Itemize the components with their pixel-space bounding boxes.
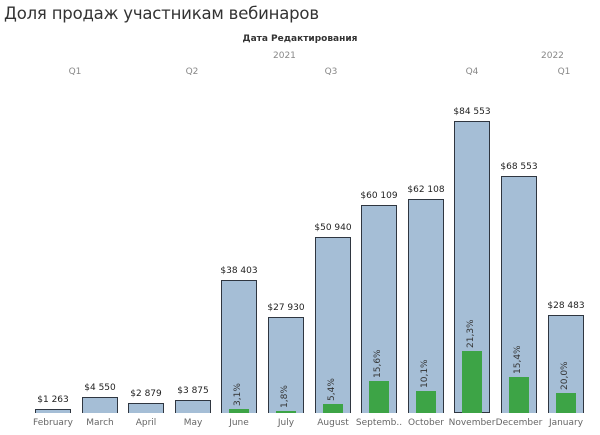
bar-share[interactable]	[323, 403, 343, 413]
share-label: 3,1%	[233, 383, 243, 406]
bar-total[interactable]	[82, 397, 118, 413]
quarter-label: Q1	[557, 67, 571, 77]
month-label: August	[317, 418, 349, 428]
year-label: 2021	[273, 51, 296, 61]
value-label: $50 940	[314, 223, 352, 234]
month-label: December	[495, 418, 543, 428]
quarter-label: Q2	[185, 67, 199, 77]
value-label: $4 550	[84, 383, 116, 394]
value-label: $62 108	[407, 184, 445, 195]
value-label: $28 483	[547, 300, 585, 311]
bar-share[interactable]	[229, 408, 249, 413]
month-label: May	[183, 418, 203, 428]
bar-share[interactable]	[369, 380, 389, 413]
month-label: April	[135, 418, 157, 428]
month-label: February	[33, 418, 73, 428]
bar-share[interactable]	[462, 350, 482, 413]
bar-share[interactable]	[556, 393, 576, 413]
share-label: 15,6%	[373, 349, 383, 378]
month-label: January	[548, 418, 584, 428]
month-label: June	[229, 418, 249, 428]
month-label: Septemb..	[355, 418, 403, 428]
share-label: 21,3%	[466, 319, 476, 348]
share-label: 20,0%	[560, 361, 570, 391]
month-label: November	[448, 418, 496, 428]
month-label: October	[407, 418, 445, 428]
quarter-label: Q3	[324, 67, 338, 77]
value-label: $2 879	[130, 389, 162, 400]
x-axis-title: Дата Редактирования	[242, 34, 358, 44]
bar-share[interactable]	[276, 410, 296, 413]
bar-total[interactable]	[501, 176, 537, 413]
value-label: $38 403	[220, 266, 258, 277]
year-label: 2022	[541, 51, 564, 61]
chart-title: Доля продаж участникам вебинаров	[4, 4, 319, 23]
quarter-label: Q1	[68, 67, 82, 77]
value-label: $68 553	[500, 162, 538, 173]
bar-total[interactable]	[221, 280, 257, 413]
value-label: $60 109	[360, 191, 398, 202]
value-label: $84 553	[453, 107, 491, 117]
share-label: 1,8%	[280, 384, 290, 408]
bar-total[interactable]	[361, 205, 397, 413]
month-label: March	[86, 418, 114, 428]
value-label: $1 263	[37, 394, 69, 405]
bar-total[interactable]	[315, 237, 351, 413]
bar-share[interactable]	[416, 391, 436, 413]
share-label: 5,4%	[327, 377, 337, 401]
value-label: $3 875	[177, 385, 209, 396]
bar-total[interactable]	[408, 198, 444, 413]
share-label: 10,1%	[420, 359, 430, 389]
bar-total[interactable]	[175, 399, 211, 413]
bar-share[interactable]	[509, 376, 529, 413]
bar-total[interactable]	[35, 408, 71, 413]
bar-total[interactable]	[268, 316, 304, 413]
share-label: 15,4%	[513, 344, 523, 374]
bar-total[interactable]	[128, 403, 164, 413]
value-label: $27 930	[267, 302, 305, 313]
quarter-label: Q4	[465, 67, 479, 77]
month-label: July	[277, 418, 295, 428]
